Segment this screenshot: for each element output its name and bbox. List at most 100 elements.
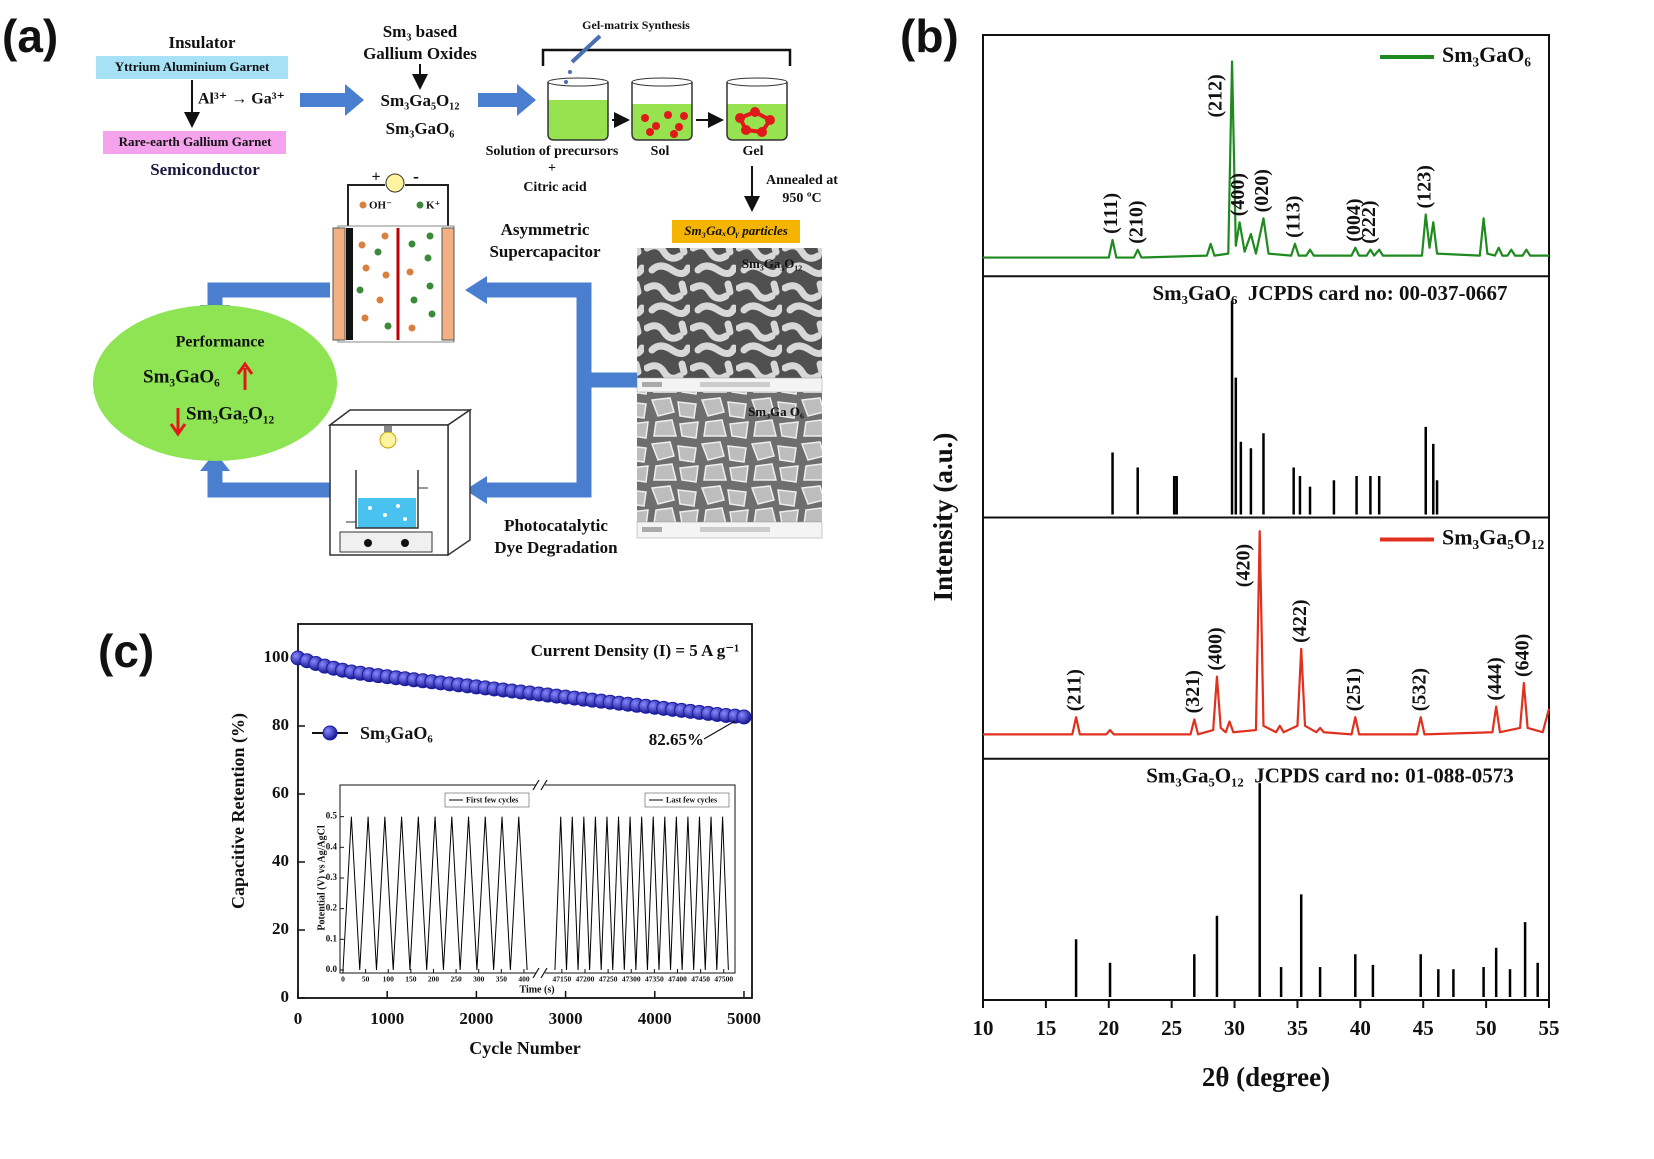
inset-legend bbox=[444, 792, 530, 808]
photoreactor-part bbox=[383, 513, 387, 517]
supercapacitor-part bbox=[441, 227, 455, 341]
peak-label: (444) bbox=[1484, 657, 1506, 700]
label: Solution of precursors bbox=[486, 144, 619, 159]
inset-legend bbox=[644, 792, 730, 808]
xrd-line bbox=[983, 60, 1549, 259]
sem-image bbox=[636, 248, 823, 539]
label: Supercapacitor bbox=[489, 242, 601, 261]
supercapacitor bbox=[332, 173, 455, 343]
flow-arrows-part bbox=[465, 476, 487, 504]
panel-label: (a) bbox=[2, 10, 58, 62]
supercapacitor-part bbox=[361, 314, 369, 322]
x-tick-label: 40 bbox=[1350, 1016, 1371, 1040]
xrd-line bbox=[983, 530, 1551, 736]
garnet-box bbox=[103, 131, 286, 154]
label: Photocatalytic bbox=[504, 516, 608, 535]
panel-label: (b) bbox=[900, 10, 959, 62]
peak-label: (004) bbox=[1343, 198, 1365, 241]
beaker-part bbox=[631, 82, 693, 141]
peak-label: (422) bbox=[1289, 599, 1311, 642]
beaker bbox=[547, 34, 609, 141]
label: Gallium Oxides bbox=[363, 44, 477, 63]
supercapacitor-part bbox=[426, 282, 434, 290]
inset-x-tick-label: 350 bbox=[496, 975, 508, 984]
supercapacitor-part bbox=[358, 241, 366, 249]
label: Sm₃ based bbox=[383, 22, 458, 41]
photoreactor-part bbox=[401, 539, 409, 547]
x-tick-label: 20 bbox=[1098, 1016, 1119, 1040]
label: + bbox=[548, 161, 556, 176]
label: Citric acid bbox=[523, 180, 587, 195]
peak-label: (211) bbox=[1064, 669, 1086, 711]
photoreactor-part bbox=[403, 517, 407, 521]
annotation: Current Density (I) = 5 A g⁻¹ bbox=[531, 641, 740, 660]
label: K⁺ bbox=[426, 200, 441, 212]
inset-x-tick-label: 47300 bbox=[622, 975, 641, 984]
inset-x-tick-label: 300 bbox=[473, 975, 485, 984]
flow-arrow bbox=[300, 84, 364, 116]
supercapacitor-part bbox=[408, 240, 416, 248]
legend-label: Sm₃GaO₆ bbox=[1442, 42, 1531, 67]
y-tick-label: 100 bbox=[264, 647, 290, 666]
supercapacitor-part bbox=[346, 228, 353, 340]
y-tick-label: 80 bbox=[272, 715, 289, 734]
label: Semiconductor bbox=[150, 160, 260, 179]
x-tick-label: 5000 bbox=[727, 1009, 761, 1028]
beaker-part bbox=[675, 123, 683, 131]
x-tick-label: 0 bbox=[294, 1009, 303, 1028]
panel-label: (c) bbox=[98, 625, 154, 677]
label: Rare-earth Gallium Garnet bbox=[119, 134, 273, 149]
inset-x-tick-label: 0 bbox=[341, 975, 345, 984]
x-tick-label: 55 bbox=[1539, 1016, 1560, 1040]
inset-x-tick-label: 47350 bbox=[645, 975, 664, 984]
peak-label: (113) bbox=[1283, 196, 1305, 238]
x-tick-label: 10 bbox=[973, 1016, 994, 1040]
supercapacitor-part bbox=[359, 201, 367, 209]
inset-x-tick-label: 100 bbox=[383, 975, 395, 984]
label: Sm₃Ga₅O₁₂ bbox=[186, 403, 275, 424]
beaker-part bbox=[757, 127, 767, 137]
supercapacitor-part bbox=[410, 296, 418, 304]
x-tick-label: 25 bbox=[1161, 1016, 1182, 1040]
inset-y-axis-label: Potential (V) vs Ag/AgCl bbox=[316, 825, 327, 930]
photoreactor-part bbox=[447, 408, 471, 557]
photoreactor-part bbox=[358, 498, 416, 528]
sem-image-part bbox=[637, 248, 822, 378]
peak-label: (420) bbox=[1232, 544, 1254, 587]
label: Annealed at bbox=[766, 173, 838, 188]
supercapacitor-part bbox=[374, 248, 382, 256]
performance-ellipse bbox=[93, 305, 337, 461]
supercapacitor-part bbox=[385, 173, 405, 193]
label: - bbox=[413, 166, 419, 186]
inset-x-tick-label: 400 bbox=[518, 975, 530, 984]
beaker-part bbox=[568, 70, 572, 74]
supercapacitor-part bbox=[426, 232, 434, 240]
flow-arrows-part bbox=[485, 282, 637, 498]
inset-x-tick-label: 47250 bbox=[599, 975, 618, 984]
y-axis-label: Capacitive Retention (%) bbox=[228, 713, 249, 909]
photoreactor bbox=[327, 408, 473, 557]
peak-label: (222) bbox=[1358, 200, 1380, 243]
supercapacitor-part bbox=[381, 232, 389, 240]
label: OH⁻ bbox=[369, 200, 392, 212]
supercapacitor-part bbox=[384, 322, 392, 330]
beaker-part bbox=[547, 77, 609, 87]
axis-break-mark bbox=[532, 779, 548, 979]
diagram: Insulator Yttrium Aluminium Garnet Al³⁺ … bbox=[93, 18, 838, 557]
supercapacitor-part bbox=[416, 201, 424, 209]
peak-label: (251) bbox=[1343, 668, 1365, 711]
peak-label: (400) bbox=[1227, 173, 1249, 216]
label: 950 ºC bbox=[782, 191, 821, 206]
label: Sm₃GaO₆ bbox=[386, 119, 455, 138]
photoreactor-part bbox=[379, 431, 397, 449]
legend-label: Sm₃GaO₆ bbox=[360, 723, 433, 743]
photoreactor-part bbox=[327, 409, 473, 426]
sem-image-part bbox=[700, 382, 770, 387]
inset-x-tick-label: 47150 bbox=[553, 975, 572, 984]
supercapacitor-part bbox=[382, 271, 390, 279]
beaker-part bbox=[765, 115, 775, 125]
beaker-part bbox=[632, 104, 692, 140]
particles-box bbox=[672, 220, 800, 243]
sem-image-part bbox=[642, 527, 662, 532]
